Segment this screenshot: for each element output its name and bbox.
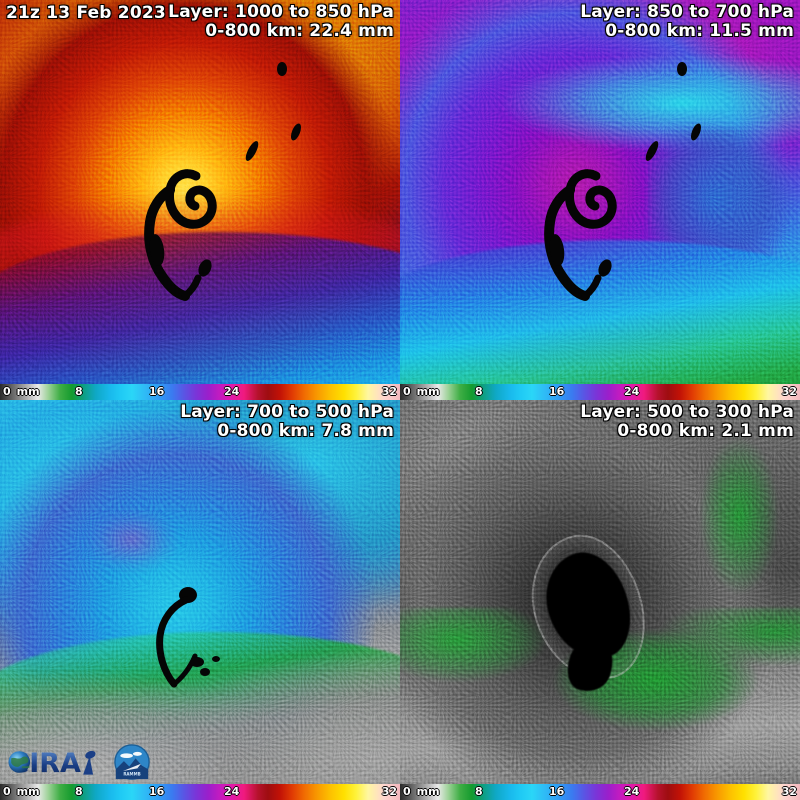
colorbar-tick-0: 0 mm: [403, 785, 440, 798]
colorbar-tick-32: 32: [381, 385, 397, 398]
layer-label: Layer: 1000 to 850 hPa: [168, 2, 394, 22]
imagery-pixel-noise: [0, 400, 400, 800]
colorbar-tick-24: 24: [624, 785, 640, 798]
imagery-grain: [400, 0, 800, 400]
colorbar-tick-8: 8: [475, 785, 483, 798]
colorbar-ticks-bottom-right: 0 mm 8 16 24 32: [400, 784, 800, 800]
colorbar-ticks-top-right: 0 mm 8 16 24 32: [400, 384, 800, 400]
colorbar-tick-16: 16: [149, 785, 165, 798]
value-label: 0-800 km: 11.5 mm: [605, 21, 794, 41]
colorbar-tick-24: 24: [224, 785, 240, 798]
colorbar-tick-0: 0 mm: [3, 385, 40, 398]
colorbar-top-left[interactable]: [0, 384, 400, 400]
colorbar-tick-16: 16: [549, 385, 565, 398]
colorbar-tick-0: 0 mm: [403, 385, 440, 398]
panel-annotation-bottom-right: Layer: 500 to 300 hPa 0-800 km: 2.1 mm: [580, 403, 794, 441]
layer-label: Layer: 850 to 700 hPa: [580, 2, 794, 22]
panel-annotation-top-left: Layer: 1000 to 850 hPa 0-800 km: 22.4 mm: [168, 3, 394, 41]
colorbar-tick-24: 24: [624, 385, 640, 398]
value-label: 0-800 km: 22.4 mm: [205, 21, 394, 41]
value-label: 0-800 km: 7.8 mm: [217, 421, 394, 441]
colorbar-ticks-bottom-left: 0 mm 8 16 24 32: [0, 784, 400, 800]
imagery-pixel-noise: [400, 400, 800, 800]
colorbar-tick-32: 32: [781, 785, 797, 798]
panel-top-right[interactable]: Layer: 850 to 700 hPa 0-800 km: 11.5 mm …: [400, 0, 800, 400]
imagery-magenta-patch: [72, 488, 192, 592]
svg-text:RAMMB: RAMMB: [124, 772, 141, 777]
rammb-logo: RAMMB: [114, 744, 150, 780]
colorbar-tick-8: 8: [475, 385, 483, 398]
panel-annotation-top-right: Layer: 850 to 700 hPa 0-800 km: 11.5 mm: [580, 3, 794, 41]
colorbar-tick-0: 0 mm: [3, 785, 40, 798]
imagery-grain: [0, 0, 400, 400]
colorbar-bottom-left[interactable]: [0, 784, 400, 800]
colorbar-tick-16: 16: [549, 785, 565, 798]
colorbar-top-right[interactable]: [400, 384, 800, 400]
timestamp-label: 21z 13 Feb 2023: [6, 3, 166, 23]
imagery-green-east-patch: [672, 424, 792, 632]
panel-bottom-right[interactable]: Layer: 500 to 300 hPa 0-800 km: 2.1 mm 0…: [400, 400, 800, 800]
panel-annotation-bottom-left: Layer: 700 to 500 hPa 0-800 km: 7.8 mm: [180, 403, 394, 441]
colorbar-tick-32: 32: [781, 385, 797, 398]
colorbar-tick-8: 8: [75, 785, 83, 798]
colorbar-tick-24: 24: [224, 385, 240, 398]
layer-label: Layer: 500 to 300 hPa: [580, 402, 794, 422]
colorbar-bottom-right[interactable]: [400, 784, 800, 800]
cira-logo: CIRA: [8, 748, 96, 779]
colorbar-tick-16: 16: [149, 385, 165, 398]
colorbar-tick-8: 8: [75, 385, 83, 398]
colorbar-ticks-top-left: 0 mm 8 16 24 32: [0, 384, 400, 400]
imagery-grain: [0, 400, 400, 800]
panel-top-left[interactable]: 21z 13 Feb 2023 Layer: 1000 to 850 hPa 0…: [0, 0, 400, 400]
colorbar-tick-32: 32: [381, 785, 397, 798]
imagery-grain: [400, 400, 800, 800]
panel-bottom-left[interactable]: Layer: 700 to 500 hPa 0-800 km: 7.8 mm: [0, 400, 400, 800]
value-label: 0-800 km: 2.1 mm: [617, 421, 794, 441]
layer-label: Layer: 700 to 500 hPa: [180, 402, 394, 422]
logo-group: CIRA RAMMB: [4, 742, 150, 782]
